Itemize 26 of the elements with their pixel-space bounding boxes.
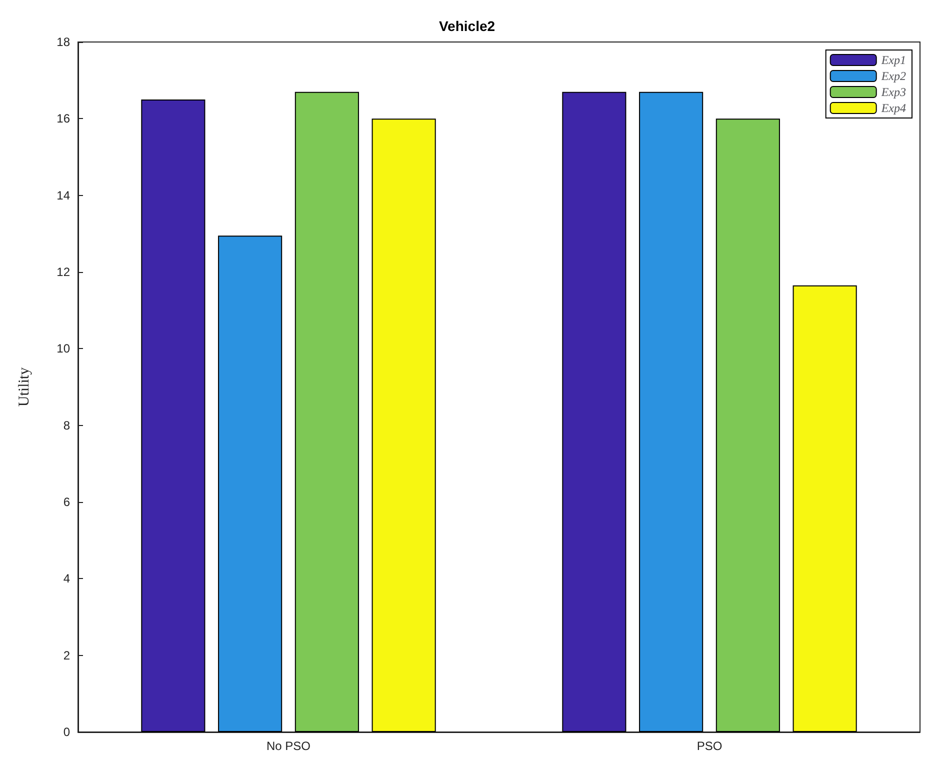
legend-label: Exp3 <box>880 85 906 99</box>
bar <box>294 92 359 732</box>
y-tick-label: 8 <box>63 418 70 432</box>
y-tick-label: 4 <box>63 572 70 586</box>
chart-title: Vehicle2 <box>438 18 496 34</box>
y-tick-label: 12 <box>56 265 70 279</box>
bar <box>562 92 626 732</box>
y-tick-label: 2 <box>63 648 70 662</box>
x-tick-label: No PSO <box>266 739 311 753</box>
y-tick-label: 0 <box>63 725 70 739</box>
legend-label: Exp1 <box>880 53 906 67</box>
bar <box>372 118 436 732</box>
y-tick-label: 14 <box>56 188 70 202</box>
legend-label: Exp2 <box>880 69 906 83</box>
y-axis-title: Utility <box>16 366 32 407</box>
x-tick-label: PSO <box>696 739 722 753</box>
y-tick-label: 10 <box>56 342 70 356</box>
bar <box>141 100 206 732</box>
bar <box>716 118 780 732</box>
legend-label: Exp4 <box>880 101 906 115</box>
y-tick-label: 6 <box>63 495 70 509</box>
bar <box>639 92 704 732</box>
bar <box>218 236 282 732</box>
bar <box>792 285 857 732</box>
y-tick-label: 16 <box>56 112 70 126</box>
y-tick-label: 18 <box>56 35 70 49</box>
